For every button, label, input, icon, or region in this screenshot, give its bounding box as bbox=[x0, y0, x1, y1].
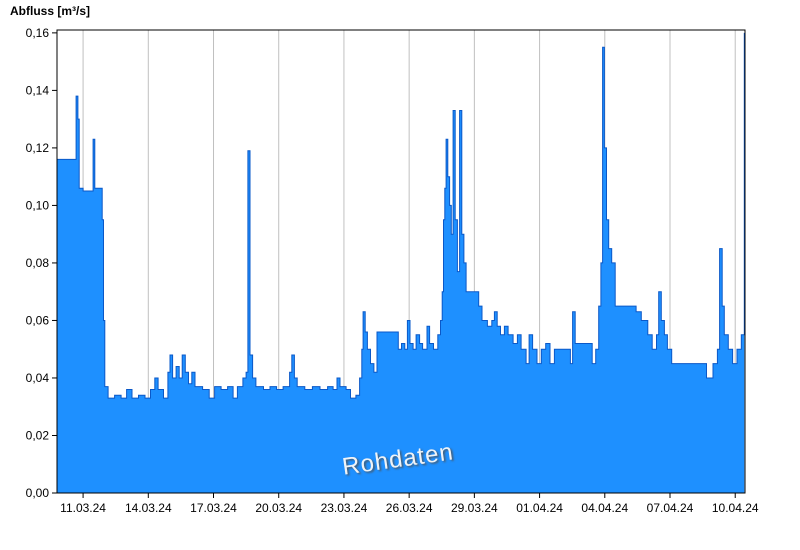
y-tick-label: 0,02 bbox=[26, 428, 50, 442]
x-tick-label: 11.03.24 bbox=[60, 501, 106, 515]
x-tick-label: 20.03.24 bbox=[255, 501, 302, 515]
x-tick-label: 04.04.24 bbox=[581, 501, 628, 515]
x-tick-label: 23.03.24 bbox=[321, 501, 368, 515]
x-tick-label: 01.04.24 bbox=[516, 501, 563, 515]
x-tick-label: 10.04.24 bbox=[712, 501, 759, 515]
x-tick-label: 26.03.24 bbox=[386, 501, 433, 515]
x-tick-label: 17.03.24 bbox=[190, 501, 237, 515]
plot-border bbox=[56, 29, 746, 494]
y-tick-label: 0,16 bbox=[26, 26, 50, 40]
y-tick-label: 0,06 bbox=[26, 313, 50, 327]
x-tick-label: 29.03.24 bbox=[451, 501, 498, 515]
x-tick-label: 14.03.24 bbox=[125, 501, 172, 515]
y-tick-label: 0,04 bbox=[26, 371, 50, 385]
y-tick-label: 0,14 bbox=[26, 83, 50, 97]
y-tick-label: 0,10 bbox=[26, 198, 50, 212]
discharge-area-fill bbox=[57, 32, 745, 494]
y-tick-label: 0,00 bbox=[26, 486, 50, 500]
y-tick-label: 0,12 bbox=[26, 141, 50, 155]
discharge-series-line bbox=[57, 32, 745, 399]
chart-title: Abfluss [m³/s] bbox=[10, 4, 91, 18]
x-tick-label: 07.04.24 bbox=[647, 501, 694, 515]
y-tick-label: 0,08 bbox=[26, 256, 50, 270]
